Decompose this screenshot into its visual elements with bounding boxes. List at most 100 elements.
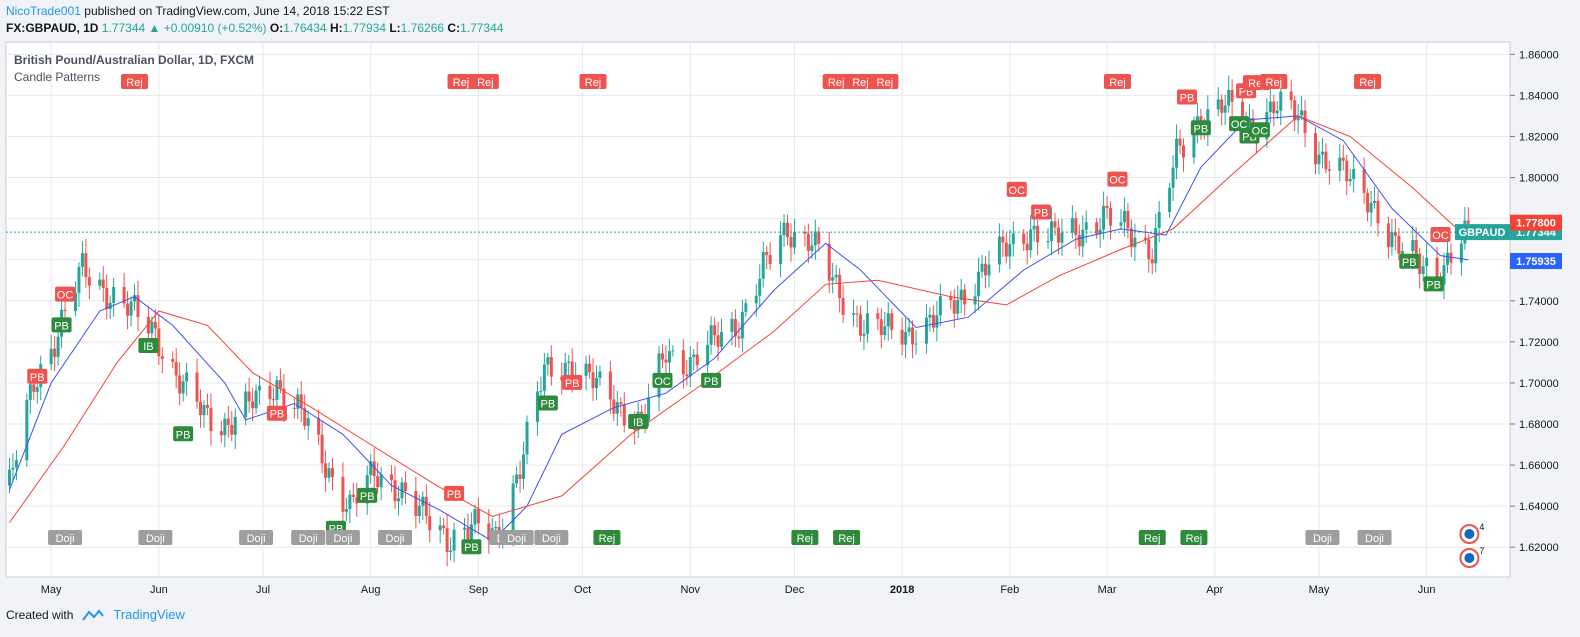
candle-body — [1154, 227, 1158, 264]
candle-body — [1011, 233, 1015, 245]
up-arrow-icon: ▲ — [148, 21, 161, 35]
pattern-label-box — [1430, 227, 1451, 243]
candle-body — [14, 460, 18, 468]
candle-body — [105, 287, 109, 310]
rej-top-label-box — [822, 74, 850, 89]
candle-body — [1070, 218, 1074, 233]
candle-body — [1032, 225, 1036, 230]
rej-top-label: Rej — [453, 77, 470, 89]
pattern-label: OC — [1009, 185, 1026, 197]
price-axis[interactable]: 1.62000 1.64000 1.66000 1.68000 1.70000 1.720… — [1455, 49, 1562, 554]
candle-body — [924, 317, 928, 344]
candle-body — [1081, 229, 1085, 247]
candle-body — [563, 362, 567, 381]
candle-body — [1366, 192, 1370, 213]
candle-body — [667, 351, 671, 363]
price-tag-box — [1510, 214, 1562, 231]
candle-body — [112, 286, 116, 303]
pattern-label-box — [701, 372, 722, 388]
candle-body — [1348, 179, 1352, 182]
candle-body — [199, 401, 203, 416]
candle-body — [1303, 110, 1307, 134]
candle-body — [1046, 241, 1050, 243]
bottom-marker-label-box — [325, 530, 360, 545]
candle-body — [706, 344, 710, 366]
candle-body — [1181, 145, 1185, 158]
pattern-label-box — [1190, 120, 1211, 136]
candle-body — [737, 336, 741, 339]
symbol-tag-box — [1455, 224, 1510, 241]
symbol-label: FX:GBPAUD, 1D — [6, 21, 99, 35]
bottom-marker-label: Doji — [146, 533, 165, 545]
event-flag-inner — [1464, 529, 1475, 539]
candle-body — [900, 329, 904, 345]
candle-body — [84, 253, 88, 278]
bottom-marker-label-box — [833, 530, 861, 545]
price-chart[interactable]: PB PB OC IB PB PB PB PB PB PB PB PB IB OC PB OC PB OC PB PB… — [0, 38, 1580, 604]
pattern-label: PB — [270, 409, 285, 421]
pattern-labels: PB PB OC IB PB PB PB PB PB PB PB PB IB OC PB OC PB OC PB PB… — [27, 74, 1451, 555]
candle-body — [768, 255, 772, 265]
open-value: 1.76434 — [283, 21, 327, 35]
candle-body — [317, 418, 321, 435]
candle-body — [1126, 210, 1130, 229]
rej-top-label-box — [1260, 74, 1288, 89]
time-axis[interactable]: May Jun Jul Aug Sep Oct Nov Dec 2018 Feb Mar Apr May… — [41, 584, 1436, 596]
candle-body — [1157, 212, 1161, 228]
price-tag: 1.75935 — [1516, 256, 1556, 268]
candle-body — [963, 289, 967, 305]
candle-body — [1435, 257, 1439, 278]
rej-top-label: Rej — [1109, 77, 1126, 89]
candle-body — [438, 525, 442, 531]
open-label: O: — [269, 21, 284, 35]
ma-fast-line — [9, 115, 1469, 542]
candle-body — [369, 461, 373, 476]
candle-body — [1352, 169, 1356, 180]
x-tick-label: Mar — [1098, 584, 1117, 596]
candle-body — [87, 277, 91, 286]
tradingview-link[interactable]: TradingView — [113, 607, 185, 622]
bottom-marker-label: Doji — [333, 533, 352, 545]
rej-top-label-box — [1354, 74, 1382, 89]
candle-body — [688, 357, 692, 377]
y-tick-label: 1.86000 — [1519, 49, 1559, 61]
candle-body — [1109, 208, 1113, 226]
candle-body — [157, 328, 161, 357]
candle-body — [1411, 240, 1415, 252]
candle-body — [1425, 257, 1429, 267]
candle-body — [108, 302, 112, 310]
candle-body — [320, 434, 324, 464]
author-link[interactable]: NicoTrade001 — [6, 4, 81, 18]
x-tick-label: Jun — [1418, 584, 1436, 596]
candle-body — [254, 390, 258, 409]
plot-area[interactable] — [5, 41, 1511, 578]
low-label: L: — [389, 21, 401, 35]
candle-body — [424, 496, 428, 517]
candle-body — [1001, 236, 1005, 243]
candle-body — [1293, 100, 1297, 121]
rej-top-label: Rej — [126, 77, 143, 89]
candle-body — [296, 394, 300, 409]
candle-body — [202, 405, 206, 416]
last-price: 1.77344 — [101, 21, 146, 35]
candle-body — [546, 357, 550, 365]
candle-body — [987, 264, 991, 276]
pattern-label-box — [1249, 122, 1270, 138]
x-tick-label: Feb — [1000, 584, 1019, 596]
candle-body — [271, 399, 275, 401]
candle-body — [393, 480, 397, 502]
candle-body — [817, 231, 821, 244]
candle-body — [449, 550, 453, 553]
pattern-label: IB — [143, 341, 153, 353]
candle-body — [230, 424, 234, 435]
event-markers[interactable]: 47 — [1459, 522, 1484, 568]
candle-body — [282, 388, 286, 408]
pattern-label: PB — [1402, 257, 1417, 269]
candle-body — [720, 331, 724, 347]
candle-body — [1095, 222, 1099, 234]
bottom-marker-label-box — [534, 530, 569, 545]
x-tick-label: Nov — [680, 584, 700, 596]
candle-body — [428, 516, 432, 531]
candle-body — [181, 381, 185, 394]
candle-body — [160, 356, 164, 359]
